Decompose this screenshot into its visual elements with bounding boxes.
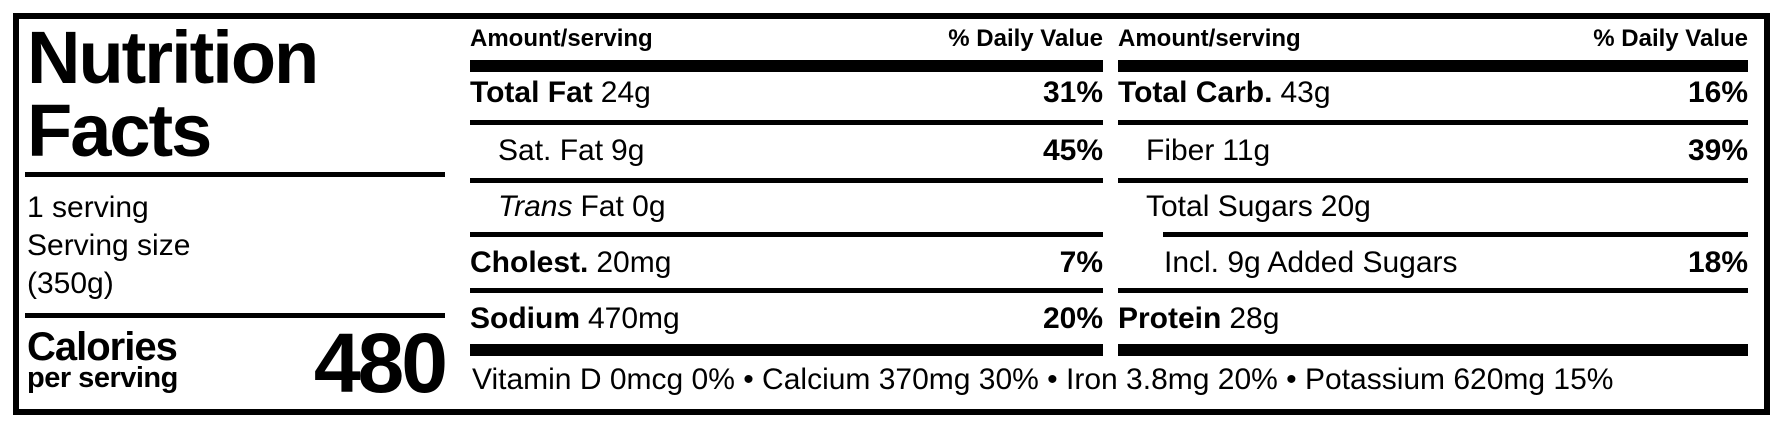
daily-value-header: % Daily Value bbox=[1593, 25, 1748, 52]
daily-value-pct: 31% bbox=[1042, 76, 1103, 109]
nutrient-value: 11g bbox=[1222, 134, 1271, 167]
row-added-sugars: Incl. 9g Added Sugars 18% bbox=[1118, 246, 1748, 280]
nutrient-value: Fat 0g bbox=[580, 190, 666, 223]
calories-value: 480 bbox=[313, 316, 448, 410]
divider-rule bbox=[470, 120, 1103, 125]
nutrient-name: Total Sugars bbox=[1146, 190, 1313, 223]
divider-rule bbox=[470, 232, 1103, 237]
row-total-fat: Total Fat 24g 31% bbox=[470, 76, 1103, 110]
left-divider-top bbox=[25, 172, 445, 177]
title-line-2: Facts bbox=[27, 89, 212, 172]
header-bar bbox=[1118, 60, 1748, 72]
calories-label: Calories bbox=[27, 325, 178, 369]
nutrient-value: 43g bbox=[1280, 76, 1331, 109]
label-border bbox=[13, 13, 1770, 415]
nutrient-name: Cholest. bbox=[470, 246, 589, 279]
nutrient-name: Total Fat bbox=[470, 76, 593, 109]
daily-value-pct: 7% bbox=[1059, 246, 1103, 279]
row-protein: Protein 28g bbox=[1118, 302, 1748, 336]
row-trans-fat: Trans Fat 0g bbox=[470, 190, 1103, 224]
nutrient-value: 20g bbox=[1320, 190, 1371, 223]
nutrient-value: 20mg bbox=[596, 246, 672, 279]
nutrient-name: Protein bbox=[1118, 302, 1222, 335]
nutrient-name: Sat. Fat bbox=[498, 134, 604, 167]
divider-rule bbox=[470, 288, 1103, 293]
divider-rule bbox=[1118, 288, 1748, 293]
nutrient-name: Fiber bbox=[1146, 134, 1215, 167]
amount-serving-header: Amount/serving bbox=[470, 25, 653, 52]
header-bar bbox=[470, 60, 1103, 72]
row-cholesterol: Cholest. 20mg 7% bbox=[470, 246, 1103, 280]
nutrient-column-right: Amount/serving % Daily Value Total Carb.… bbox=[1118, 0, 1748, 429]
nutrient-value: 28g bbox=[1229, 302, 1280, 335]
daily-value-pct: 45% bbox=[1042, 134, 1103, 167]
column-header: Amount/serving % Daily Value bbox=[470, 26, 1103, 52]
daily-value-pct: 39% bbox=[1687, 134, 1748, 167]
daily-value-pct: 16% bbox=[1687, 76, 1748, 109]
footer-bar bbox=[470, 344, 1103, 356]
nutrient-name: Incl. 9g Added Sugars bbox=[1164, 246, 1458, 279]
serving-size-label: Serving size bbox=[27, 229, 191, 262]
daily-value-pct: 20% bbox=[1042, 302, 1103, 335]
title-line-1: Nutrition bbox=[27, 16, 319, 99]
column-header: Amount/serving % Daily Value bbox=[1118, 26, 1748, 52]
amount-serving-header: Amount/serving bbox=[1118, 25, 1301, 52]
divider-rule bbox=[470, 178, 1103, 183]
divider-rule-indented bbox=[1163, 232, 1748, 237]
row-total-sugars: Total Sugars 20g bbox=[1118, 190, 1748, 224]
row-sodium: Sodium 470mg 20% bbox=[470, 302, 1103, 336]
micronutrients-line: Vitamin D 0mcg 0% • Calcium 370mg 30% • … bbox=[472, 363, 1614, 396]
serving-count: 1 serving bbox=[27, 191, 149, 224]
divider-rule bbox=[1118, 178, 1748, 183]
calories-sublabel: per serving bbox=[27, 362, 178, 394]
nutrient-value: 24g bbox=[600, 76, 651, 109]
nutrient-column-left: Amount/serving % Daily Value Total Fat 24… bbox=[470, 0, 1103, 429]
nutrient-name: Total Carb. bbox=[1118, 76, 1273, 109]
divider-rule bbox=[1118, 120, 1748, 125]
nutrient-value: 9g bbox=[611, 134, 645, 167]
daily-value-pct: 18% bbox=[1687, 246, 1748, 279]
nutrient-value: 470mg bbox=[588, 302, 680, 335]
row-total-carb: Total Carb. 43g 16% bbox=[1118, 76, 1748, 110]
nutrient-name: Sodium bbox=[470, 302, 580, 335]
left-divider-bottom bbox=[25, 313, 445, 318]
row-sat-fat: Sat. Fat 9g 45% bbox=[470, 134, 1103, 168]
daily-value-header: % Daily Value bbox=[948, 25, 1103, 52]
nutrient-name: Trans bbox=[498, 190, 573, 223]
nutrition-facts-title: Nutrition Facts bbox=[27, 16, 447, 172]
serving-size-value: (350g) bbox=[27, 267, 114, 300]
footer-bar bbox=[1118, 344, 1748, 356]
row-fiber: Fiber 11g 39% bbox=[1118, 134, 1748, 168]
